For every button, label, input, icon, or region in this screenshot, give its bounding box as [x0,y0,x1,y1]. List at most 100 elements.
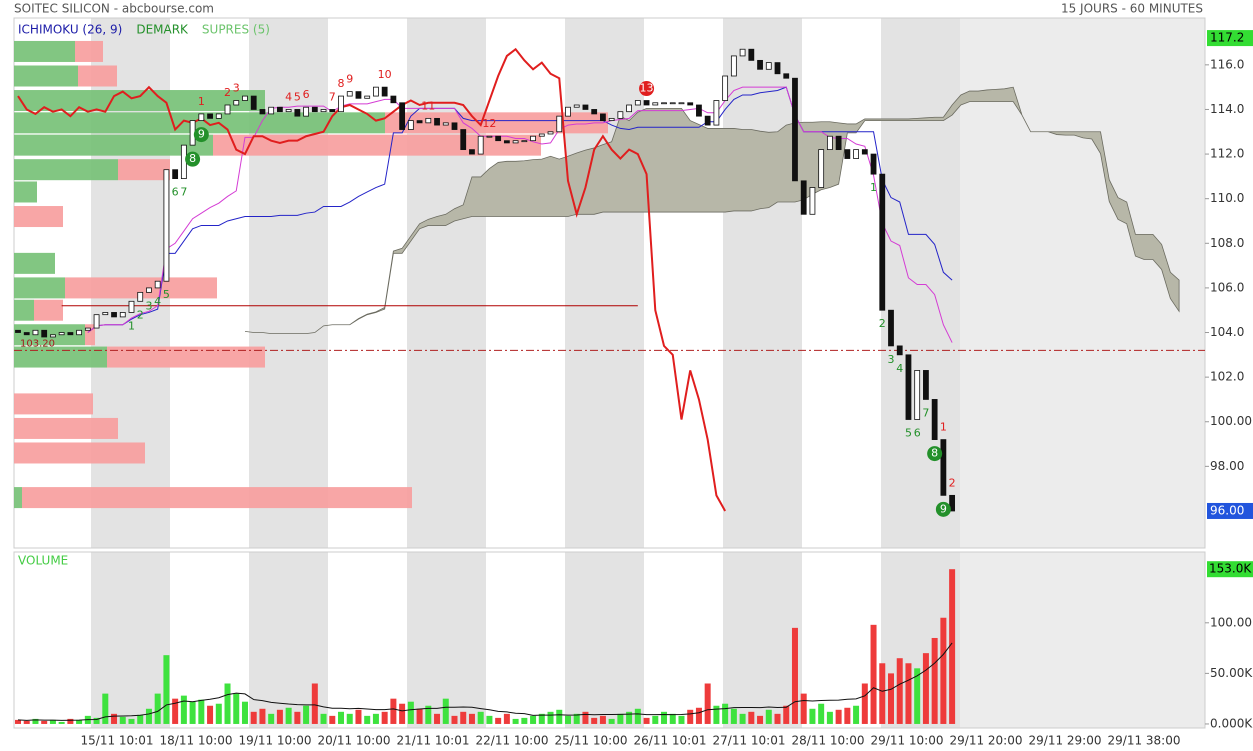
candle [172,169,179,180]
candle [329,109,336,113]
day-band [565,552,644,728]
x-tick-label: 29/11 20:00 [950,734,1023,748]
candle [600,113,606,122]
volume-bar [826,711,833,724]
demark-count: 5 [905,427,912,440]
candle [870,153,877,175]
candle [338,95,344,113]
volume-bar [468,713,475,724]
profile-sell [385,112,608,134]
legend-entry: ICHIMOKU (26, 9) [18,23,122,37]
candle [355,91,362,99]
candle [835,135,842,151]
volume-bar [949,569,956,724]
volume-bar [128,718,135,724]
candle [826,135,833,151]
candle [914,370,921,420]
demark-count: 1 [198,95,205,108]
volume-bar [765,709,772,724]
candle [50,334,56,338]
candle [879,173,886,311]
demark-circle [639,81,655,97]
day-band [723,552,802,728]
profile-sell [107,346,265,368]
demark-count: 8 [338,77,345,90]
volume-bar [399,703,406,724]
y-tick-label: 102.0 [1210,370,1244,384]
day-band [881,18,960,548]
volume-bar [879,663,886,724]
volume-bar [582,711,589,724]
volume-bar [835,709,842,724]
candle [573,104,580,108]
volume-bar [739,713,746,724]
candle [320,109,327,113]
volume-bar [687,709,694,724]
volume-bar [425,705,432,724]
volume-last-box [1207,561,1253,578]
candle [608,117,615,122]
candle [923,370,929,400]
profile-buy [14,65,78,87]
candle [940,439,947,496]
volume-bar [189,701,196,724]
x-tick-label: 27/11 10:01 [713,734,786,748]
candle [163,169,170,282]
profile-sell [85,324,95,346]
volume-title: VOLUME [18,554,68,568]
legend-entry: DEMARK [136,23,189,37]
candle [486,135,493,138]
y-tick-label: 116.0 [1210,57,1244,71]
volume-bar [442,698,449,724]
volume-bar [931,637,938,724]
profile-buy [14,299,34,321]
x-tick-label: 22/11 10:00 [476,734,549,748]
volume-bar [76,719,83,724]
last-price: 96.00 [1210,503,1244,517]
demark-count: 11 [421,99,435,112]
candle [399,102,406,130]
tenkan-line [87,86,953,343]
candle [451,122,458,130]
demark-count: 8 [931,447,938,460]
candle [582,104,589,110]
candle [198,113,205,122]
candle [861,149,868,155]
demark-count: 1 [940,421,947,434]
candle [146,287,152,293]
volume-bar [180,695,187,724]
demark-count: 6 [914,427,921,440]
candle [757,59,763,70]
demark-circle [927,446,943,462]
volume-bar [809,708,816,724]
volume-bar [530,715,537,724]
candle [268,106,275,115]
volume-bar [564,715,571,724]
demark-circle [935,501,951,517]
volume-bar [853,705,860,724]
day-band [960,552,1205,728]
volume-bar [250,711,257,724]
volume-bar [477,711,484,724]
candle [739,48,746,57]
volume-bar [102,693,109,724]
candle [250,95,257,110]
legend-entry: SUPRES (5) [202,23,270,37]
profile-buy [14,252,55,274]
candle [58,332,65,336]
volume-bar [669,713,676,724]
candle [111,312,117,318]
volume-bar [276,709,283,724]
candle [853,149,859,159]
demark-count: 4 [285,90,292,103]
chart-period: 15 JOURS - 60 MINUTES [1061,2,1203,16]
candle [634,100,641,106]
volume-bar [521,717,528,724]
y-tick-label: 110.0 [1210,191,1244,205]
demark-count: 2 [949,476,956,489]
volume-bar [617,713,624,724]
y-tick-label: 104.0 [1210,325,1244,339]
volume-bar [661,711,668,724]
x-tick-label: 28/11 10:00 [792,734,865,748]
chart-title: SOITEC SILICON - abcbourse.com [14,2,214,16]
